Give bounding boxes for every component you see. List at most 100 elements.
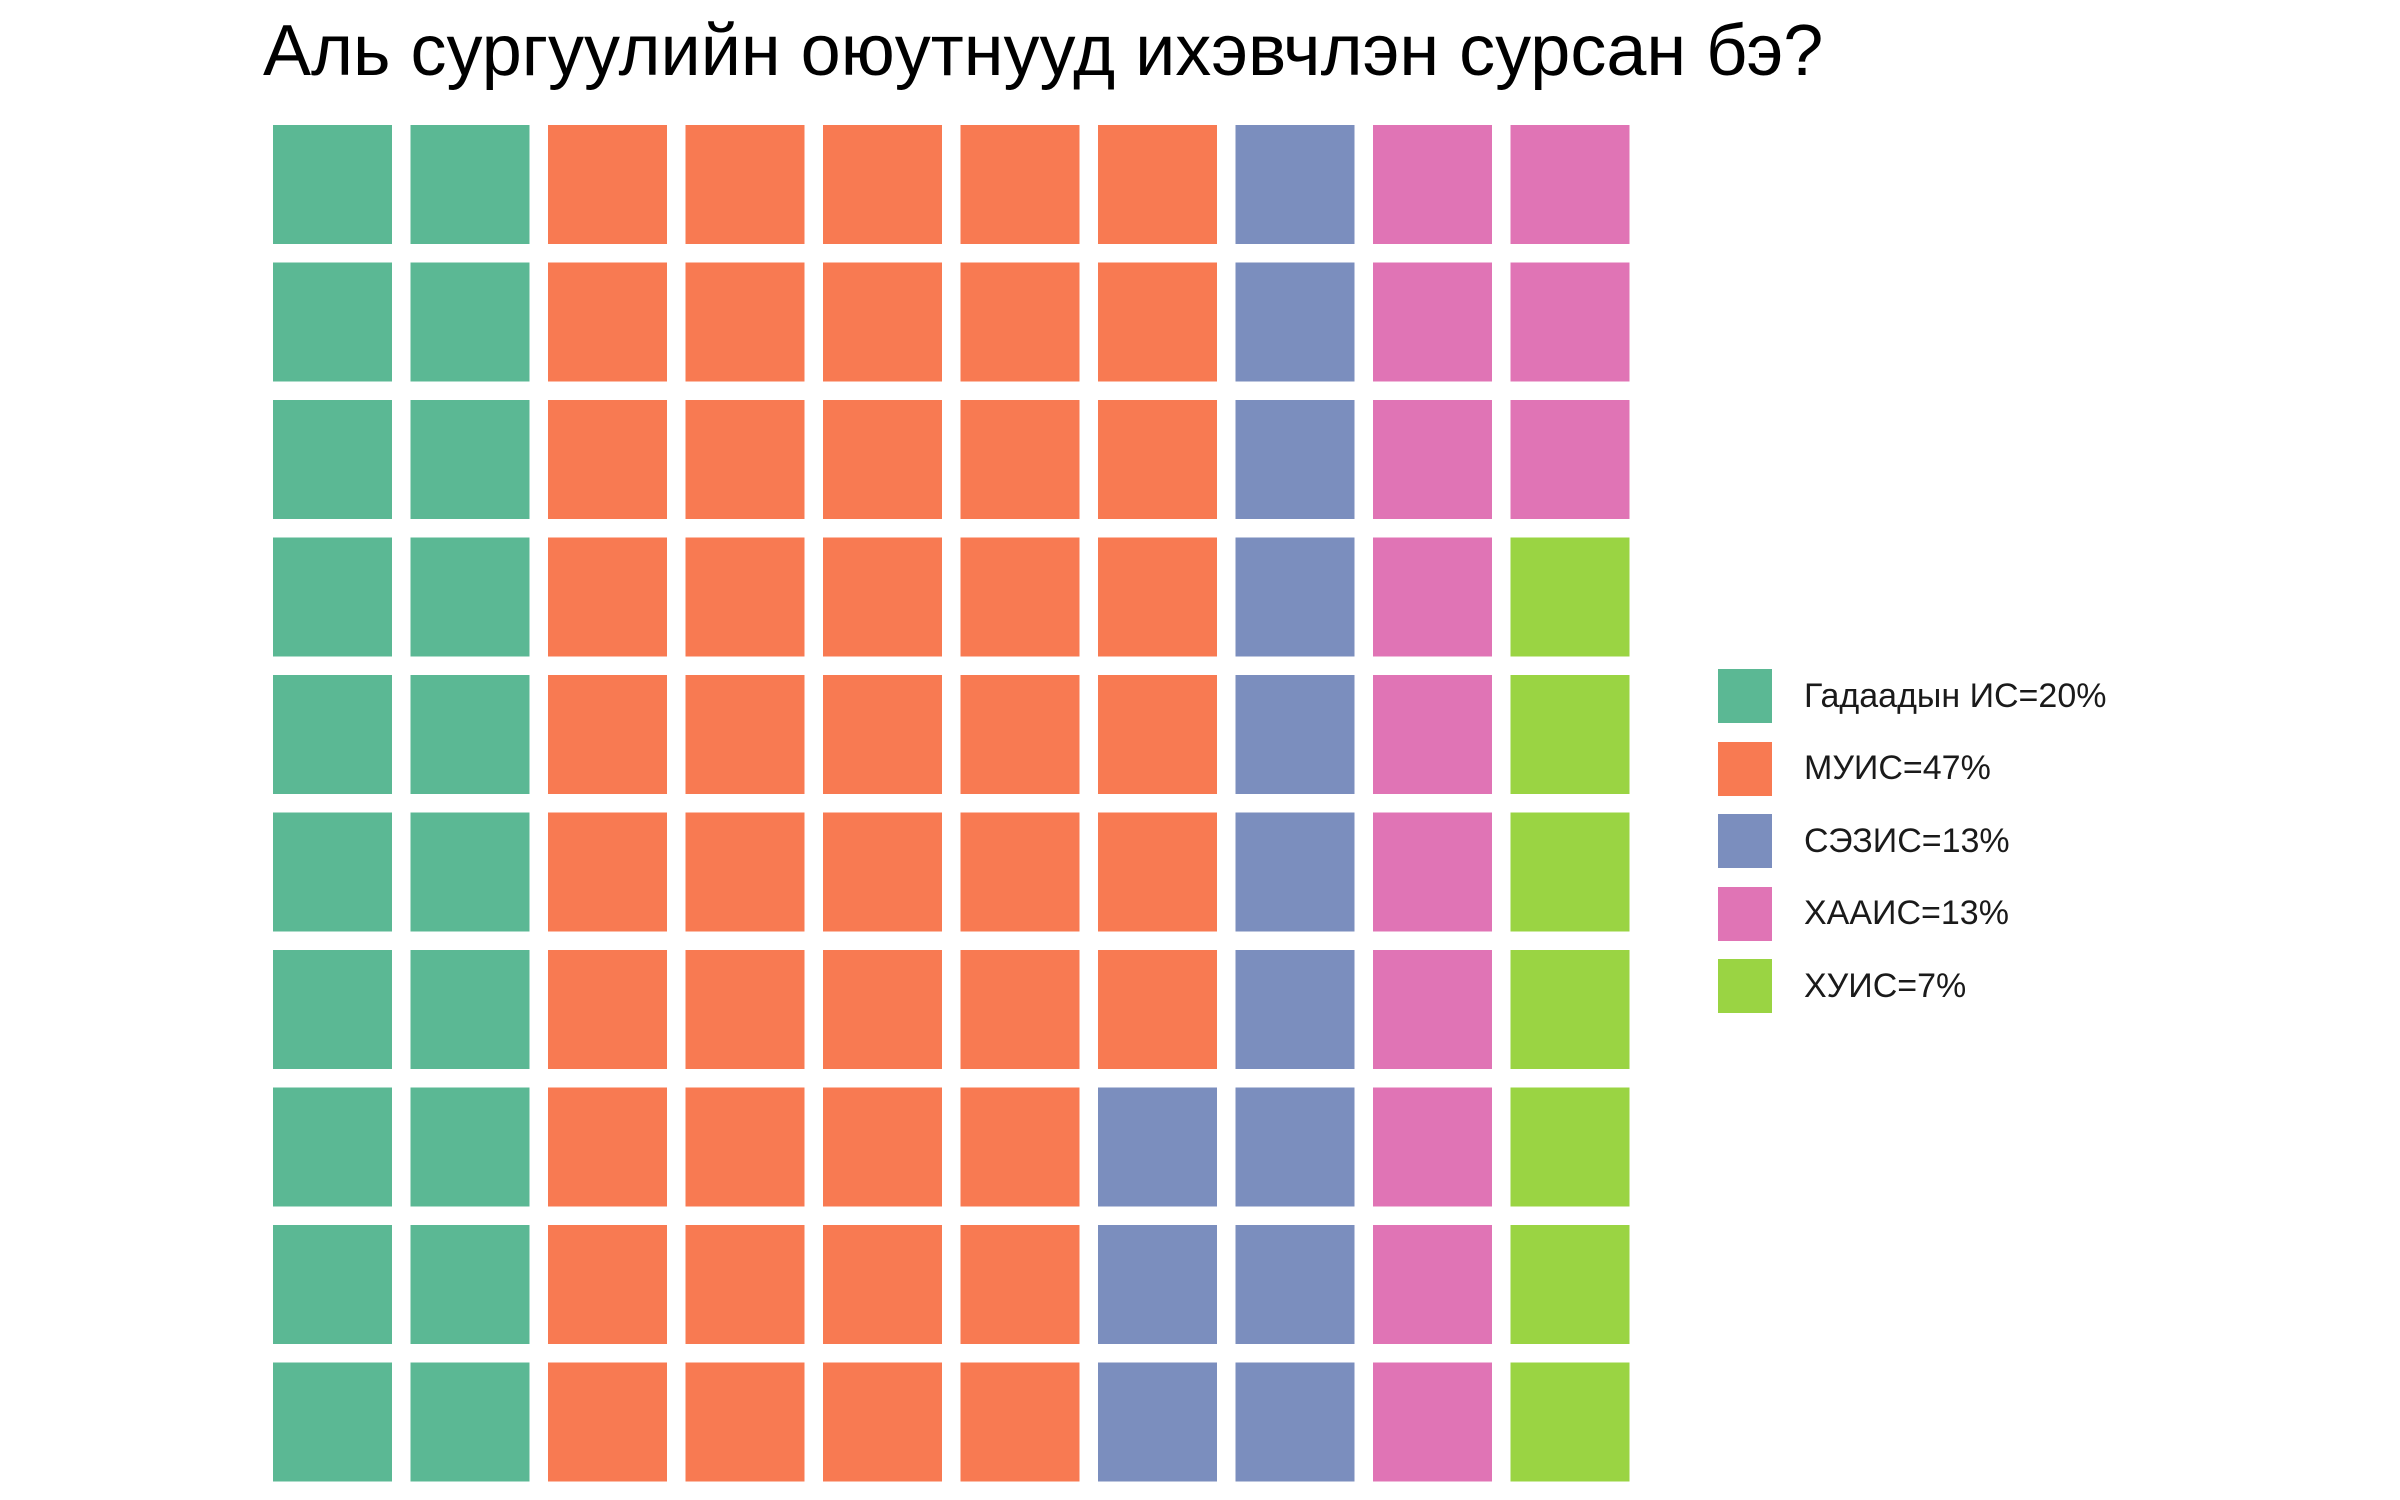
waffle-cell	[273, 812, 392, 932]
legend-label: ХААИС=13%	[1804, 894, 2009, 933]
waffle-cell	[548, 675, 667, 794]
waffle-cell	[1510, 812, 1630, 932]
waffle-cell	[1510, 400, 1630, 519]
waffle-cell	[1373, 125, 1492, 244]
waffle-cell	[1373, 1362, 1492, 1482]
legend-label: СЭЗИС=13%	[1804, 821, 2010, 860]
waffle-cell	[1235, 125, 1355, 244]
waffle-cell	[1098, 1225, 1217, 1344]
waffle-cell	[273, 537, 392, 657]
waffle-cell	[410, 400, 530, 519]
waffle-cell	[548, 1362, 667, 1482]
waffle-cell	[823, 1225, 942, 1344]
waffle-cell	[1510, 537, 1630, 657]
waffle-cell	[1373, 262, 1492, 382]
waffle-cell	[823, 1087, 942, 1207]
waffle-cell	[1510, 1362, 1630, 1482]
waffle-cell	[548, 537, 667, 657]
waffle-cell	[273, 400, 392, 519]
legend-label: Гадаадын ИС=20%	[1804, 676, 2107, 715]
waffle-cell	[1235, 675, 1355, 794]
legend-item: Гадаадын ИС=20%	[1718, 660, 2106, 733]
legend-key	[1718, 669, 1772, 724]
waffle-cell	[823, 1362, 942, 1482]
waffle-cell	[410, 125, 530, 244]
waffle-cell	[410, 537, 530, 657]
waffle-cell	[685, 1362, 805, 1482]
waffle-cell	[1098, 537, 1217, 657]
waffle-cell	[273, 262, 392, 382]
waffle-cell	[823, 125, 942, 244]
waffle-cell	[410, 950, 530, 1069]
waffle-cell	[960, 1225, 1080, 1344]
waffle-cell	[1235, 400, 1355, 519]
waffle-cell	[960, 125, 1080, 244]
waffle-cell	[1510, 262, 1630, 382]
waffle-cell	[1098, 400, 1217, 519]
waffle-cell	[1098, 675, 1217, 794]
waffle-cell	[960, 1362, 1080, 1482]
waffle-cell	[548, 812, 667, 932]
legend-label: ХУИС=7%	[1804, 966, 1967, 1005]
waffle-cell	[1098, 1087, 1217, 1207]
waffle-cell	[1098, 262, 1217, 382]
waffle-cell	[685, 400, 805, 519]
waffle-cell	[410, 675, 530, 794]
waffle-cell	[823, 262, 942, 382]
waffle-cell	[960, 400, 1080, 519]
waffle-cell	[548, 400, 667, 519]
waffle-cell	[1235, 1087, 1355, 1207]
waffle-cell	[273, 125, 392, 244]
waffle-cell	[1373, 1225, 1492, 1344]
waffle-cell	[410, 1362, 530, 1482]
waffle-cell	[273, 1087, 392, 1207]
waffle-cell	[1098, 125, 1217, 244]
waffle-cell	[685, 950, 805, 1069]
waffle-cell	[273, 950, 392, 1069]
waffle-cell	[548, 125, 667, 244]
waffle-cell	[823, 537, 942, 657]
waffle-cell	[960, 537, 1080, 657]
waffle-cell	[410, 812, 530, 932]
waffle-cell	[1235, 537, 1355, 657]
waffle-cell	[960, 812, 1080, 932]
waffle-cell	[685, 125, 805, 244]
waffle-cell	[1510, 1087, 1630, 1207]
legend-item: МУИС=47%	[1718, 733, 2106, 806]
waffle-cell	[1373, 400, 1492, 519]
waffle-cell	[1510, 1225, 1630, 1344]
legend-key	[1718, 814, 1772, 869]
legend-key	[1718, 959, 1772, 1014]
waffle-cell	[548, 950, 667, 1069]
legend-item: ХУИС=7%	[1718, 950, 2106, 1023]
waffle-cell	[1235, 1362, 1355, 1482]
waffle-cell	[1510, 675, 1630, 794]
waffle-cell	[548, 1225, 667, 1344]
waffle-cell	[1235, 1225, 1355, 1344]
waffle-cell	[1373, 812, 1492, 932]
waffle-cell	[273, 675, 392, 794]
waffle-cell	[410, 1225, 530, 1344]
waffle-cell	[1373, 950, 1492, 1069]
legend-label: МУИС=47%	[1804, 749, 1991, 788]
waffle-cell	[1373, 537, 1492, 657]
waffle-cell	[548, 262, 667, 382]
waffle-cell	[548, 1087, 667, 1207]
waffle-cell	[273, 1225, 392, 1344]
waffle-cell	[1235, 262, 1355, 382]
waffle-cell	[823, 675, 942, 794]
waffle-cell	[1510, 125, 1630, 244]
waffle-chart	[273, 125, 1630, 1482]
waffle-cell	[1235, 812, 1355, 932]
legend-key	[1718, 741, 1772, 796]
waffle-cell	[1098, 1362, 1217, 1482]
waffle-cell	[960, 675, 1080, 794]
waffle-cell	[1373, 675, 1492, 794]
waffle-cell	[685, 537, 805, 657]
legend-key	[1718, 886, 1772, 941]
chart-title: Аль сургуулийн оюутнууд ихэвчлэн сурсан …	[263, 11, 1824, 91]
waffle-cell	[1510, 950, 1630, 1069]
waffle-cell	[685, 812, 805, 932]
legend-item: ХААИС=13%	[1718, 878, 2106, 951]
waffle-cell	[685, 1087, 805, 1207]
